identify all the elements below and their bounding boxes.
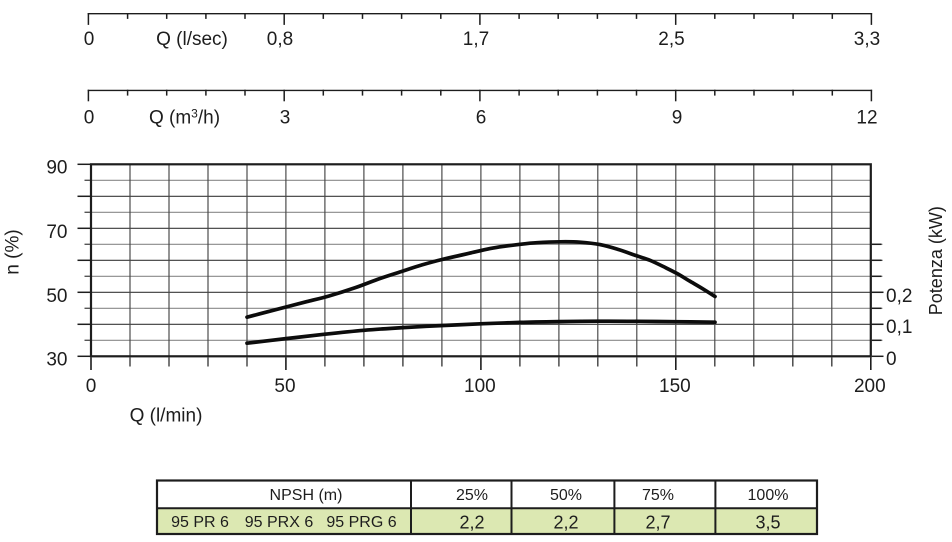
svg-text:0: 0 (84, 108, 95, 129)
svg-text:30: 30 (46, 349, 67, 370)
svg-text:75%: 75% (642, 487, 674, 504)
svg-text:n (%): n (%) (3, 229, 24, 274)
svg-text:2,7: 2,7 (645, 513, 670, 533)
svg-text:70: 70 (46, 222, 67, 243)
svg-text:Potenza (kW): Potenza (kW) (926, 206, 946, 315)
svg-text:95 PRG 6: 95 PRG 6 (326, 514, 396, 531)
svg-text:3,3: 3,3 (854, 29, 880, 50)
svg-text:2,2: 2,2 (553, 513, 578, 533)
svg-text:90: 90 (46, 158, 67, 179)
svg-text:200: 200 (854, 376, 886, 397)
svg-text:6: 6 (476, 108, 487, 129)
svg-text:0: 0 (886, 349, 897, 370)
svg-text:3: 3 (280, 108, 291, 129)
svg-text:NPSH (m): NPSH (m) (270, 487, 343, 504)
svg-text:Q (m3/h): Q (m3/h) (149, 107, 220, 129)
svg-text:0,8: 0,8 (267, 29, 293, 50)
svg-text:3,5: 3,5 (755, 513, 780, 533)
svg-text:100%: 100% (748, 487, 789, 504)
svg-text:2,2: 2,2 (459, 513, 484, 533)
svg-text:50: 50 (274, 376, 295, 397)
svg-text:150: 150 (659, 376, 691, 397)
svg-text:0: 0 (86, 376, 97, 397)
svg-text:0,2: 0,2 (886, 286, 912, 307)
svg-text:0: 0 (84, 29, 95, 50)
svg-text:0,1: 0,1 (886, 317, 912, 338)
svg-text:25%: 25% (456, 487, 488, 504)
svg-text:12: 12 (856, 108, 877, 129)
svg-text:1,7: 1,7 (463, 29, 489, 50)
svg-text:Q (l/sec): Q (l/sec) (156, 29, 228, 50)
svg-text:9: 9 (672, 108, 683, 129)
svg-text:100: 100 (464, 376, 496, 397)
svg-text:2,5: 2,5 (658, 29, 684, 50)
svg-text:95 PRX 6: 95 PRX 6 (245, 514, 314, 531)
svg-text:50%: 50% (550, 487, 582, 504)
svg-text:50: 50 (46, 286, 67, 307)
svg-text:Q (l/min): Q (l/min) (130, 406, 203, 427)
svg-text:95 PR 6: 95 PR 6 (171, 514, 229, 531)
